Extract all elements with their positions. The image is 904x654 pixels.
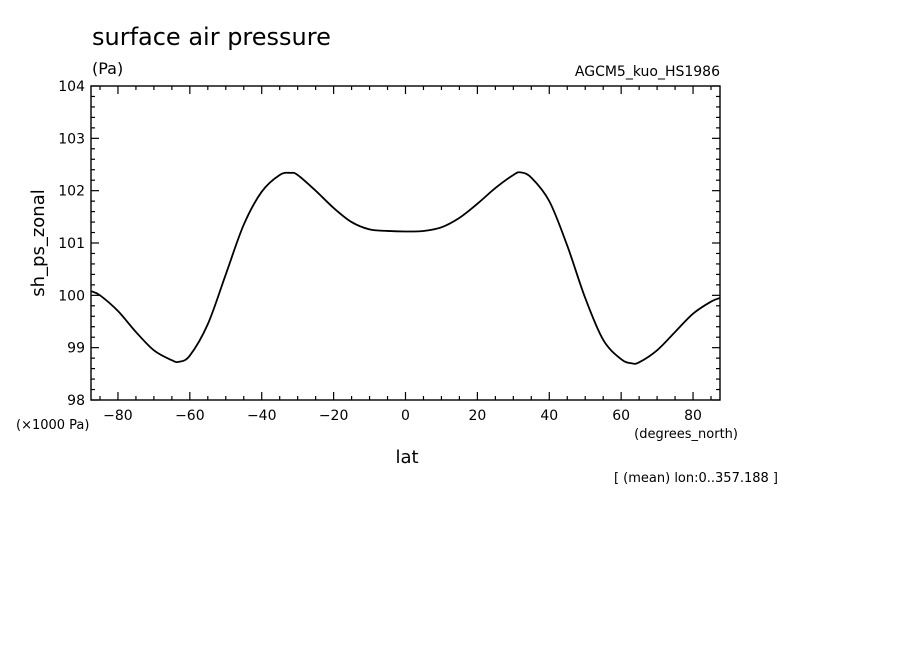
x-tick-label: 80: [684, 408, 702, 424]
x-tick-label: 0: [401, 408, 410, 424]
scale-note: (×1000 Pa): [16, 418, 89, 433]
y-tick-label: 104: [58, 79, 85, 95]
x-tick-label: 60: [612, 408, 630, 424]
y-tick-label: 98: [67, 393, 85, 409]
y-axis-label: sh_ps_zonal: [28, 189, 49, 297]
tick-labels-layer: −80 −60 −40 −20 0 20 40 60 80 98 99 100 101 102 103 104: [58, 79, 702, 424]
units-label: (Pa): [92, 59, 123, 78]
x-tick-label: −20: [319, 408, 349, 424]
y-tick-label: 101: [58, 236, 85, 252]
y-tick-label: 102: [58, 184, 85, 200]
x-tick-label: 20: [468, 408, 486, 424]
model-label: AGCM5_kuo_HS1986: [575, 64, 720, 80]
x-tick-label: −80: [103, 408, 133, 424]
x-tick-label: −40: [247, 408, 277, 424]
y-tick-label: 100: [58, 288, 85, 304]
x-units-label: (degrees_north): [634, 427, 738, 442]
series-line-sh-ps-zonal: [90, 171, 721, 365]
y-tick-label: 99: [67, 341, 85, 357]
ticks-layer: [91, 85, 720, 401]
plot-frame: [90, 85, 721, 401]
x-tick-label: −60: [175, 408, 205, 424]
y-tick-label: 103: [58, 131, 85, 147]
x-axis-label: lat: [395, 447, 418, 468]
x-tick-label: 40: [540, 408, 558, 424]
chart-title: surface air pressure: [92, 23, 331, 51]
mean-note: [ (mean) lon:0..357.188 ]: [614, 471, 778, 486]
